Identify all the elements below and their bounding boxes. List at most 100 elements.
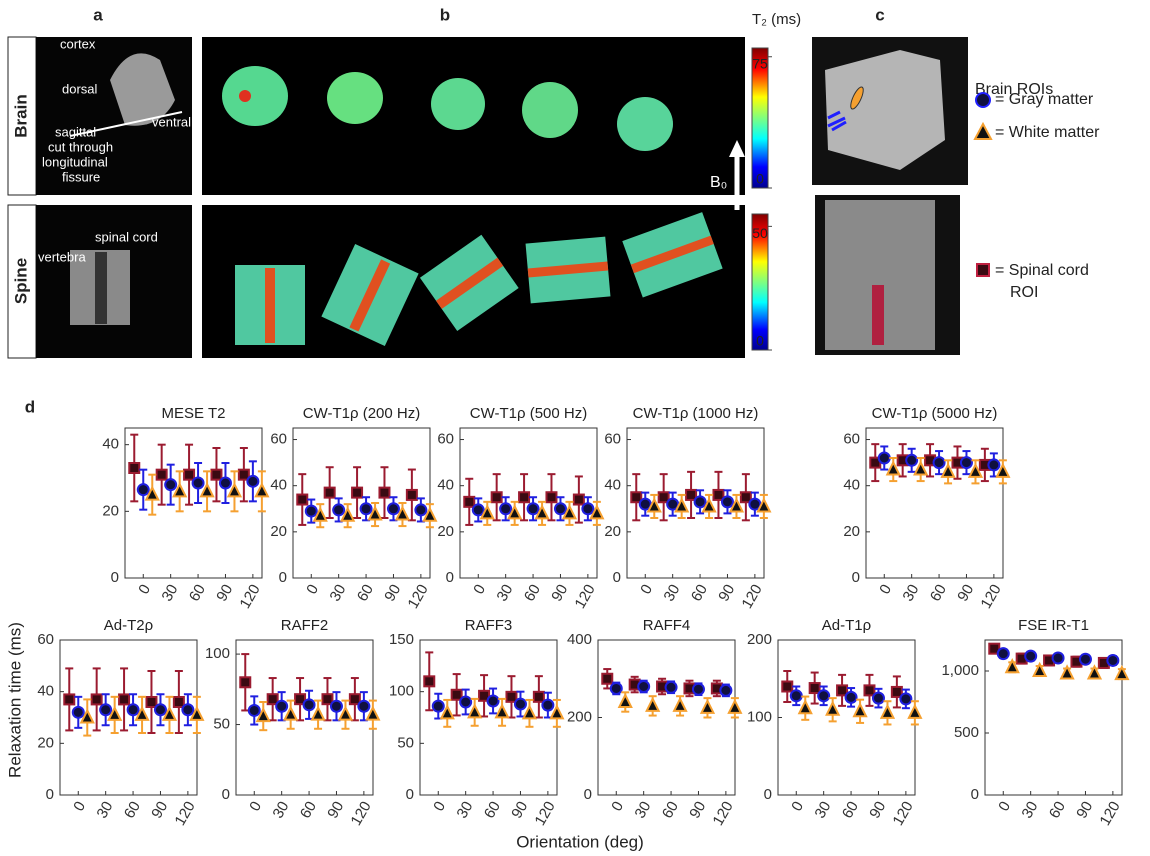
x-tick-label: 60: [839, 798, 862, 821]
y-tick-label: 0: [852, 569, 860, 586]
x-tick-label: 0: [246, 798, 265, 814]
x-tick-label: 90: [148, 798, 171, 821]
y-tick-label: 20: [102, 502, 119, 519]
marker: [460, 697, 471, 708]
legend-entry: ROI: [1010, 284, 1038, 301]
y-tick-label: 0: [584, 786, 592, 803]
x-tick-label: 30: [494, 581, 517, 604]
y-tick-label: 200: [747, 631, 772, 648]
marker: [146, 697, 156, 707]
marker: [322, 694, 332, 704]
marker: [174, 697, 184, 707]
x-tick-label: 90: [1073, 798, 1096, 821]
y-tick-label: 0: [222, 786, 230, 803]
chart-title: MESE T2: [162, 405, 226, 422]
field-label: B₀: [710, 174, 727, 191]
marker: [182, 704, 193, 715]
marker: [165, 479, 176, 490]
marker: [1053, 652, 1064, 663]
x-tick-label: 90: [686, 798, 709, 821]
y-tick-label: 1,000: [941, 662, 979, 679]
marker: [864, 685, 874, 695]
marker: [492, 492, 502, 502]
marker: [184, 470, 194, 480]
marker: [379, 488, 389, 498]
spinal-cord: [95, 252, 107, 324]
y-tick-label: 0: [111, 569, 119, 586]
x-tick-label: 60: [1046, 798, 1069, 821]
marker: [350, 694, 360, 704]
marker: [473, 504, 484, 515]
marker: [306, 506, 317, 517]
y-tick-label: 40: [270, 477, 287, 494]
x-tick-label: 30: [270, 798, 293, 821]
marker: [574, 495, 584, 505]
x-tick-label: 60: [481, 798, 504, 821]
y-tick-label: 500: [954, 724, 979, 741]
y-tick-label: 0: [613, 569, 621, 586]
marker: [961, 457, 972, 468]
y-tick-label: 100: [389, 683, 414, 700]
chart-title: RAFF4: [643, 617, 691, 634]
x-tick-label: 0: [470, 581, 489, 597]
x-tick-label: 120: [1097, 798, 1124, 828]
x-tick-label: 90: [324, 798, 347, 821]
x-tick-label: 120: [405, 581, 432, 611]
marker: [155, 704, 166, 715]
marker: [333, 504, 344, 515]
x-tick-label: 120: [710, 798, 737, 828]
x-tick-label: 0: [608, 798, 627, 814]
brain-sample: [825, 50, 945, 170]
y-tick-label: 40: [843, 477, 860, 494]
legend-entry: = Gray matter: [995, 91, 1094, 108]
chart-title: FSE IR-T1: [1018, 617, 1089, 634]
marker: [249, 705, 260, 716]
colorbar-tick-label: 50: [752, 225, 768, 241]
marker: [331, 701, 342, 712]
panel-label: c: [875, 5, 884, 24]
marker: [810, 683, 820, 693]
y-tick-label: 100: [205, 645, 230, 662]
x-tick-label: 90: [508, 798, 531, 821]
x-tick-label: 0: [70, 798, 89, 814]
chart-title: CW-T1ρ (200 Hz): [303, 405, 420, 422]
x-tick-label: 30: [632, 798, 655, 821]
legend-marker: [977, 264, 989, 276]
marker: [73, 707, 84, 718]
marker: [297, 495, 307, 505]
y-tick-label: 40: [37, 683, 54, 700]
annotation: cortex: [60, 36, 96, 51]
y-tick-label: 200: [567, 708, 592, 725]
legend-entry: = Spinal cord: [995, 262, 1089, 279]
y-tick-label: 20: [843, 523, 860, 540]
marker: [193, 478, 204, 489]
x-tick-label: 90: [954, 581, 977, 604]
x-tick-label: 90: [213, 581, 236, 604]
y-tick-label: 0: [446, 569, 454, 586]
roi-cord: [872, 285, 884, 345]
legend-entry: = White matter: [995, 124, 1100, 141]
marker: [638, 681, 649, 692]
panel-label: d: [25, 397, 35, 416]
x-tick-label: 0: [135, 581, 154, 597]
x-tick-label: 30: [1019, 798, 1042, 821]
marker: [128, 704, 139, 715]
marker: [1025, 651, 1036, 662]
x-tick-label: 90: [715, 581, 738, 604]
marker: [92, 694, 102, 704]
y-tick-label: 60: [604, 431, 621, 448]
y-tick-label: 50: [213, 716, 230, 733]
marker: [358, 701, 369, 712]
plot-area: [866, 428, 1003, 578]
x-tick-label: 60: [186, 581, 209, 604]
y-tick-label: 40: [102, 436, 119, 453]
x-tick-label: 30: [94, 798, 117, 821]
marker: [934, 457, 945, 468]
x-tick-label: 120: [348, 798, 375, 828]
marker: [352, 488, 362, 498]
marker: [900, 693, 911, 704]
x-tick-label: 30: [812, 798, 835, 821]
annotation: fissure: [62, 169, 100, 184]
x-tick-label: 120: [572, 581, 599, 611]
y-tick-label: 60: [437, 431, 454, 448]
